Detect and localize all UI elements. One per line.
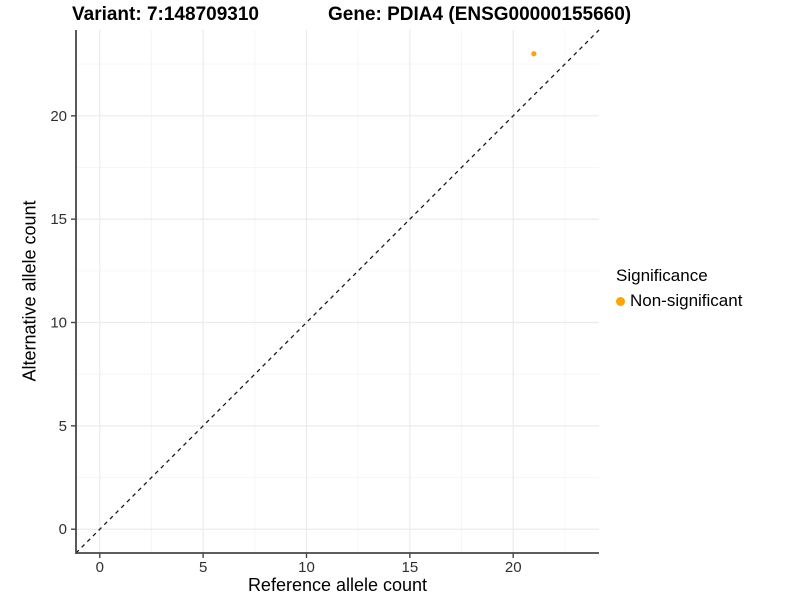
- y-tick-label: 5: [59, 418, 67, 435]
- y-axis-title: Alternative allele count: [19, 200, 40, 382]
- y-tick-label: 20: [50, 108, 67, 125]
- legend: Significance Non-significant: [616, 266, 742, 311]
- y-tick-label: 0: [59, 521, 67, 538]
- legend-item-label: Non-significant: [630, 291, 743, 310]
- x-tick-label: 20: [505, 559, 522, 576]
- x-tick-label: 10: [298, 559, 315, 576]
- legend-item-non-significant: Non-significant: [616, 291, 742, 311]
- data-point: [531, 51, 537, 57]
- gene-title: Gene: PDIA4 (ENSG00000155660): [328, 4, 632, 25]
- legend-title: Significance: [616, 266, 708, 285]
- x-tick-label: 5: [199, 559, 207, 576]
- y-tick-label: 15: [50, 211, 67, 228]
- x-tick-label: 0: [96, 559, 104, 576]
- identity-reference-line: [75, 29, 600, 554]
- non-significant-dot-icon: [616, 296, 625, 306]
- y-tick-label: 10: [50, 315, 67, 332]
- x-axis-title: Reference allele count: [247, 575, 428, 595]
- x-tick-label: 15: [402, 559, 419, 576]
- variant-title: Variant: 7:148709310: [72, 4, 259, 25]
